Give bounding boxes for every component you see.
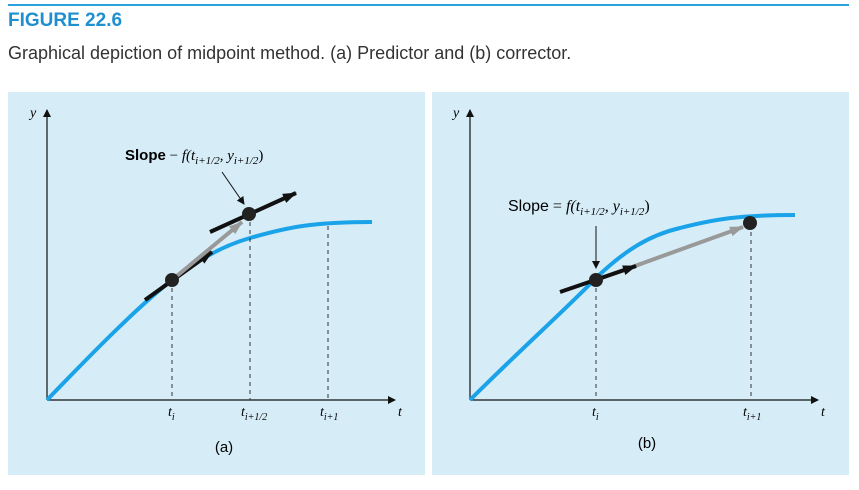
tick-label: ti+1	[320, 405, 338, 423]
slope-label: Slope = f(ti+1/2, yi+1/2)	[508, 198, 650, 218]
predictor-arrow	[170, 220, 244, 282]
dashed-guides	[595, 224, 752, 400]
panel-background	[432, 92, 849, 475]
panel-label: (b)	[638, 435, 656, 452]
panel-background	[8, 92, 425, 475]
t-axis-label: t	[821, 405, 826, 420]
tick-label: ti	[592, 405, 599, 423]
y-axis-label: y	[451, 106, 460, 121]
point	[242, 207, 256, 221]
y-axis-label: y	[28, 106, 37, 121]
curve	[468, 213, 796, 402]
tick-label: ti+1	[743, 405, 761, 423]
tick-label: ti	[168, 405, 175, 423]
panel-label: (a)	[215, 439, 233, 456]
pointer	[221, 171, 245, 205]
tick-label: ti+1/2	[241, 405, 267, 423]
figure-label: FIGURE 22.6	[8, 10, 122, 31]
t-axis-label: t	[398, 405, 403, 420]
caption: Graphical depiction of midpoint method. …	[8, 43, 571, 63]
slope-label: Slope − f(ti+1/2, yi+1/2)	[125, 147, 263, 167]
point	[165, 273, 179, 287]
point	[743, 216, 757, 230]
dashed-guides	[171, 214, 329, 400]
point	[589, 273, 603, 287]
